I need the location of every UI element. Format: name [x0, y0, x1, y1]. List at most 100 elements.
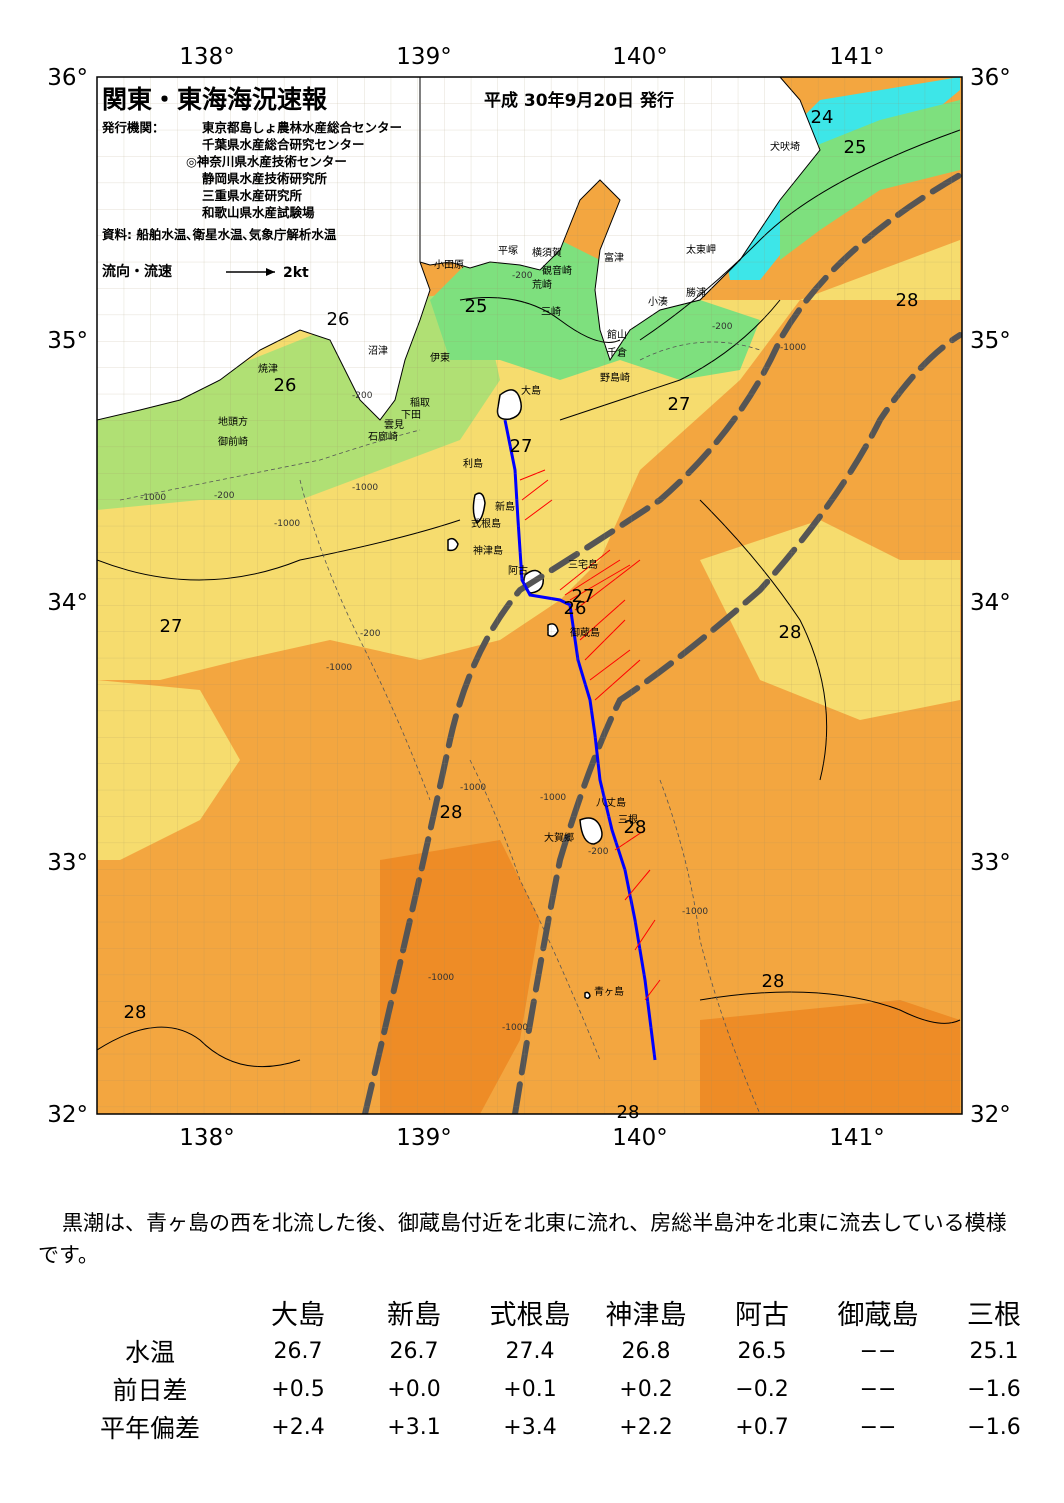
lat-tick: 32° [970, 1102, 1011, 1128]
legend-label: 流向・流速 [102, 263, 172, 280]
table-cell: −0.2 [735, 1376, 789, 1402]
row-label: 前日差 [112, 1376, 188, 1405]
temp-label: 27 [510, 436, 533, 457]
place-name: 横須賀 [532, 246, 562, 259]
temp-label: 28 [617, 1102, 640, 1123]
publisher: ◎神奈川県水産技術センター [186, 154, 347, 169]
table-cell: +2.4 [271, 1414, 325, 1440]
lon-tick: 138° [179, 44, 234, 70]
place-name: 焼津 [258, 363, 278, 375]
place-name: 御前崎 [218, 435, 248, 448]
place-name: 荒崎 [532, 278, 552, 291]
lat-tick: 32° [47, 1102, 88, 1128]
depth-label: -1000 [682, 907, 708, 917]
temp-label: 28 [779, 622, 802, 643]
place-name: 下田 [401, 410, 421, 421]
row-label: 水温 [124, 1338, 175, 1367]
row-label: 平年偏差 [99, 1414, 200, 1443]
place-name: 大島 [521, 384, 541, 397]
temp-label: 25 [465, 296, 488, 317]
depth-label: -200 [360, 629, 381, 639]
place-name: 利島 [463, 457, 483, 470]
column-header: 大島 [271, 1300, 325, 1331]
depth-labels: -200 -200 -200 -200 -200 -200 -1000 -100… [140, 271, 806, 1033]
depth-label: -200 [214, 491, 235, 501]
table-cell: +0.1 [503, 1376, 557, 1402]
publisher: 三重県水産研究所 [202, 188, 303, 203]
table-cell: +2.2 [619, 1414, 673, 1440]
latitude-axis-left: 36° 35° 34° 33° 32° [47, 65, 88, 1128]
place-name: 八丈島 [596, 796, 626, 809]
place-name: 三根 [618, 813, 638, 826]
column-header: 新島 [387, 1300, 441, 1331]
depth-label: -1000 [140, 493, 166, 503]
place-name: 沼津 [368, 344, 388, 357]
summary-text: 黒潮は、青ヶ島の西を北流した後、御蔵島付近を北東に流れ、房総半島沖を北東に流去し… [38, 1211, 1007, 1267]
table-row: 平年偏差 +2.4 +3.1 +3.4 +2.2 +0.7 −− −1.6 [60, 1408, 1052, 1446]
place-name: 御蔵島 [570, 626, 600, 639]
lat-tick: 33° [47, 850, 88, 876]
table-cell: +0.2 [619, 1376, 673, 1402]
temp-label: 26 [327, 309, 350, 330]
table-row: 前日差 +0.5 +0.0 +0.1 +0.2 −0.2 −− −1.6 [60, 1370, 1052, 1408]
depth-label: -1000 [540, 793, 566, 803]
table-row: 水温 26.7 26.7 27.4 26.8 26.5 −− 25.1 [60, 1332, 1052, 1370]
publisher: 東京都島しょ農林水産総合センター [202, 120, 402, 135]
table-cell: 26.5 [737, 1338, 787, 1364]
lat-tick: 34° [970, 590, 1011, 616]
place-name: 大賀郷 [544, 831, 574, 844]
place-name: 阿古 [508, 564, 528, 577]
place-names: 犬吠埼 太東岬 勝浦 小湊 富津 横須賀 観音崎 荒崎 三崎 館山 千倉 野島崎… [218, 140, 800, 998]
column-header: 御蔵島 [837, 1300, 919, 1331]
temp-label: 27 [572, 586, 595, 607]
table-cell: +0.5 [271, 1376, 325, 1402]
temp-label: 28 [762, 971, 785, 992]
depth-label: -1000 [502, 1023, 528, 1033]
table-cell: 25.1 [969, 1338, 1019, 1364]
temp-label: 26 [564, 598, 587, 619]
lat-tick: 35° [970, 328, 1011, 354]
place-name: 富津 [604, 251, 624, 264]
lat-tick: 36° [970, 65, 1011, 91]
publisher-label: 発行機関： [101, 120, 165, 135]
table-cell: +0.7 [735, 1414, 789, 1440]
lat-tick: 33° [970, 850, 1011, 876]
depth-label: -1000 [428, 973, 454, 983]
depth-label: -1000 [460, 783, 486, 793]
publisher: 千葉県水産総合研究センター [202, 137, 365, 152]
publisher: 静岡県水産技術研究所 [202, 171, 328, 186]
place-name: 新島 [495, 500, 515, 513]
place-name: 神津島 [473, 544, 503, 557]
table-cell: +0.0 [387, 1376, 441, 1402]
longitude-axis-bottom: 138° 139° 140° 141° [179, 1125, 884, 1151]
temp-label: 28 [896, 290, 919, 311]
place-name: 石廊崎 [368, 430, 398, 443]
table-cell: +3.4 [503, 1414, 557, 1440]
sea-condition-map: 138° 139° 140° 141° 138° 139° 140° 141° … [47, 44, 1011, 1151]
depth-label: -1000 [352, 483, 378, 493]
place-name: 三崎 [541, 305, 561, 318]
depth-label: -1000 [274, 519, 300, 529]
depth-label: -200 [512, 271, 533, 281]
depth-label: -200 [352, 391, 373, 401]
data-source: 資料: 船舶水温､衛星水温､気象庁解析水温 [102, 227, 337, 242]
lon-tick: 139° [396, 1125, 451, 1151]
map-grid [97, 77, 962, 1114]
lon-tick: 141° [829, 44, 884, 70]
longitude-axis-top: 138° 139° 140° 141° [179, 44, 884, 70]
table-cell: −− [859, 1338, 897, 1364]
temp-label: 25 [844, 137, 867, 158]
lon-tick: 140° [612, 1125, 667, 1151]
issue-date: 平成 30年9月20日 発行 [484, 90, 674, 111]
place-name: 観音崎 [542, 264, 572, 277]
temp-label: 26 [274, 375, 297, 396]
column-header: 阿古 [735, 1300, 789, 1331]
table-cell: −1.6 [967, 1414, 1021, 1440]
water-temperature-table: 大島 新島 式根島 神津島 阿古 御蔵島 三根 水温 26.7 26.7 27.… [60, 1293, 1052, 1446]
depth-label: -1000 [326, 663, 352, 673]
table-header-row: 大島 新島 式根島 神津島 阿古 御蔵島 三根 [60, 1293, 1052, 1332]
place-name: 青ヶ島 [594, 985, 624, 998]
table-cell: −− [859, 1414, 897, 1440]
place-name: 三宅島 [568, 558, 598, 571]
place-name: 太東岬 [686, 243, 716, 256]
